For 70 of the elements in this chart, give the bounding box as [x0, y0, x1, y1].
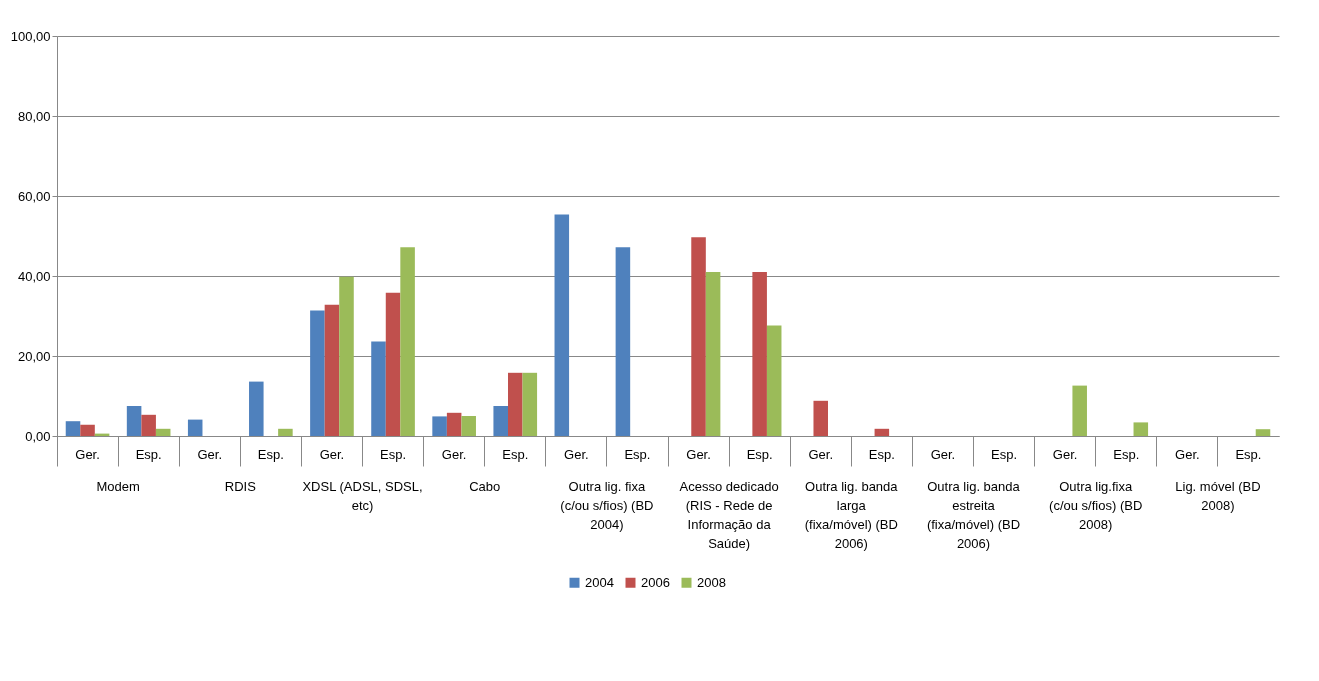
bar — [187, 419, 203, 436]
x-tick-label: Esp. — [502, 446, 529, 462]
x-tick-label: Ger. — [197, 446, 223, 462]
bar — [65, 421, 81, 436]
text: Lig. móvel (BD 2008) — [1175, 479, 1261, 513]
text: Outra lig. banda estreita (fixa/móvel) (BD 2006) — [926, 479, 1021, 551]
bar — [141, 414, 156, 436]
bar — [126, 406, 142, 436]
x-tick-label: Ger. — [686, 446, 711, 462]
bar — [324, 304, 340, 436]
bar — [310, 310, 325, 436]
y-tick-label: 40,00 — [17, 268, 51, 284]
x-tick-label: Ger. — [75, 446, 100, 462]
x-tick-label: Esp. — [991, 446, 1018, 462]
x-tick-label: Ger. — [319, 446, 345, 462]
text: RDIS — [224, 479, 257, 494]
bar — [371, 341, 386, 436]
x-tick-label: Ger. — [1175, 446, 1200, 462]
y-tick-label: 60,00 — [17, 188, 51, 204]
bar — [278, 428, 293, 436]
bar — [493, 406, 508, 436]
x-tick-label: Esp. — [135, 446, 162, 462]
x-tick-label: Esp. — [1235, 446, 1262, 462]
bar — [554, 214, 570, 436]
bar — [752, 272, 767, 436]
bar — [1133, 422, 1149, 436]
legend-label: 2008 — [697, 574, 726, 590]
x-tick-label: Ger. — [441, 446, 467, 462]
bar — [446, 412, 462, 436]
bar — [522, 372, 538, 436]
y-tick-label: 80,00 — [17, 108, 51, 124]
bar — [461, 416, 476, 436]
x-tick-label: Esp. — [624, 446, 651, 462]
y-tick-label: 20,00 — [17, 348, 51, 364]
bar — [400, 247, 415, 436]
x-tick-label: Ger. — [808, 446, 834, 462]
text: Acesso dedicado (RIS - Rede de Informação da Saúde) — [679, 479, 779, 551]
legend-label: 2006 — [641, 574, 670, 590]
bar — [1255, 429, 1271, 436]
bar — [813, 400, 829, 436]
bar — [766, 325, 782, 436]
bar — [339, 276, 354, 436]
text: Outra lig. fixa (c/ou s/fios) (BD 2004) — [560, 479, 654, 532]
x-tick-label: Esp. — [746, 446, 773, 462]
x-tick-label: Ger. — [1052, 446, 1078, 462]
text: XDSL (ADSL, SDSL, etc) — [302, 479, 423, 513]
bar — [691, 237, 706, 436]
text: Outra lig.fixa (c/ou s/fios) (BD 2008) — [1049, 479, 1143, 532]
bar — [155, 428, 171, 436]
bar — [874, 428, 890, 436]
bar — [705, 272, 721, 436]
x-tick-label: Ger. — [564, 446, 589, 462]
legend-label: 2004 — [585, 574, 614, 590]
y-tick-label: 100,00 — [10, 28, 51, 44]
text: Outra lig. banda larga (fixa/móvel) (BD 2006) — [804, 479, 899, 551]
bar — [385, 292, 401, 436]
y-tick-label: 0,00 — [25, 428, 51, 444]
x-tick-label: Esp. — [380, 446, 407, 462]
x-tick-label: Ger. — [930, 446, 956, 462]
x-tick-label: Esp. — [868, 446, 895, 462]
bar — [1072, 385, 1087, 436]
text: Cabo — [469, 479, 501, 494]
bar — [80, 424, 95, 436]
bar — [249, 381, 264, 436]
x-tick-label: Esp. — [1113, 446, 1140, 462]
x-tick-label: Esp. — [257, 446, 284, 462]
bar — [432, 416, 447, 436]
bar — [507, 372, 523, 436]
bar — [615, 247, 631, 436]
text: Modem — [96, 479, 140, 494]
